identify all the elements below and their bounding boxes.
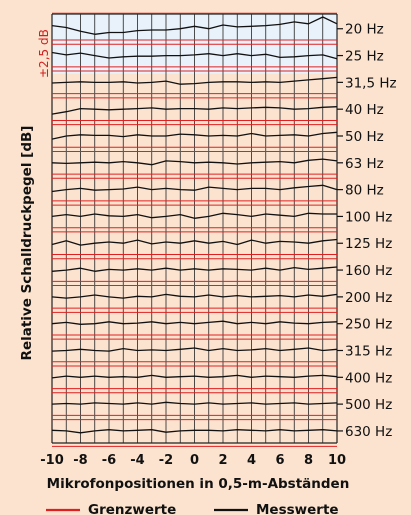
legend-limit-label: Grenzwerte xyxy=(88,502,176,515)
tolerance-label: ±2,5 dB xyxy=(37,29,51,78)
series-line xyxy=(51,266,338,272)
measured-series xyxy=(51,16,343,434)
x-tick-label: -4 xyxy=(130,453,144,468)
series-line xyxy=(51,51,338,60)
series-label: 250 Hz xyxy=(345,317,392,333)
x-tick-label: -8 xyxy=(73,453,87,468)
grid xyxy=(51,13,338,444)
series-line xyxy=(51,238,338,246)
x-tick-label: -6 xyxy=(102,453,116,468)
series-label: 630 Hz xyxy=(345,424,392,440)
x-tick-label: -2 xyxy=(159,453,173,468)
series-label: 160 Hz xyxy=(345,263,392,279)
limit-lines xyxy=(52,12,337,447)
series-label: 40 Hz xyxy=(345,102,384,118)
x-tick-label: -10 xyxy=(40,453,64,468)
x-tick-label: 4 xyxy=(247,453,256,468)
series-label: 315 Hz xyxy=(345,343,392,359)
frequency-labels: 20 Hz 25 Hz 31,5 Hz 40 Hz 50 Hz 63 Hz 80 Hz 100… xyxy=(345,22,397,440)
series-label: 31,5 Hz xyxy=(345,75,397,91)
series-label: 100 Hz xyxy=(345,209,392,225)
series-line xyxy=(51,184,338,193)
series-label: 500 Hz xyxy=(345,397,392,413)
x-axis-title: Mikrofonpositionen in 0,5-m-Abständen xyxy=(47,476,350,492)
series-label: 63 Hz xyxy=(345,156,384,172)
x-tick-label: 8 xyxy=(304,453,313,468)
x-tick-label: 2 xyxy=(218,453,227,468)
series-label: 25 Hz xyxy=(345,49,384,65)
series-line xyxy=(51,158,338,166)
series-label: 125 Hz xyxy=(345,236,392,252)
legend: Grenzwerte Messwerte xyxy=(46,502,339,515)
series-line xyxy=(51,76,338,85)
series-line xyxy=(51,212,337,219)
series-line xyxy=(51,347,338,352)
series-line xyxy=(51,429,338,434)
x-tick-labels: -10 -8 -6 -4 -2 0 2 4 6 8 10 xyxy=(40,453,346,468)
y-axis-title: Relative Schalldruckpegel [dB] xyxy=(19,126,35,361)
series-label: 200 Hz xyxy=(345,290,392,306)
series-line xyxy=(51,16,338,35)
series-line xyxy=(51,401,338,405)
x-tick-label: 0 xyxy=(190,453,199,468)
series-label: 80 Hz xyxy=(345,183,384,199)
series-line xyxy=(51,320,338,325)
series-line xyxy=(51,374,338,379)
series-line xyxy=(51,106,338,115)
series-label: 20 Hz xyxy=(345,22,384,38)
series-label: 50 Hz xyxy=(345,129,384,145)
series-line xyxy=(51,131,338,140)
x-tick-label: 6 xyxy=(275,453,284,468)
legend-measured-label: Messwerte xyxy=(256,502,339,515)
x-tick-label: 10 xyxy=(328,453,346,468)
series-label: 400 Hz xyxy=(345,370,392,386)
series-line xyxy=(51,293,338,299)
